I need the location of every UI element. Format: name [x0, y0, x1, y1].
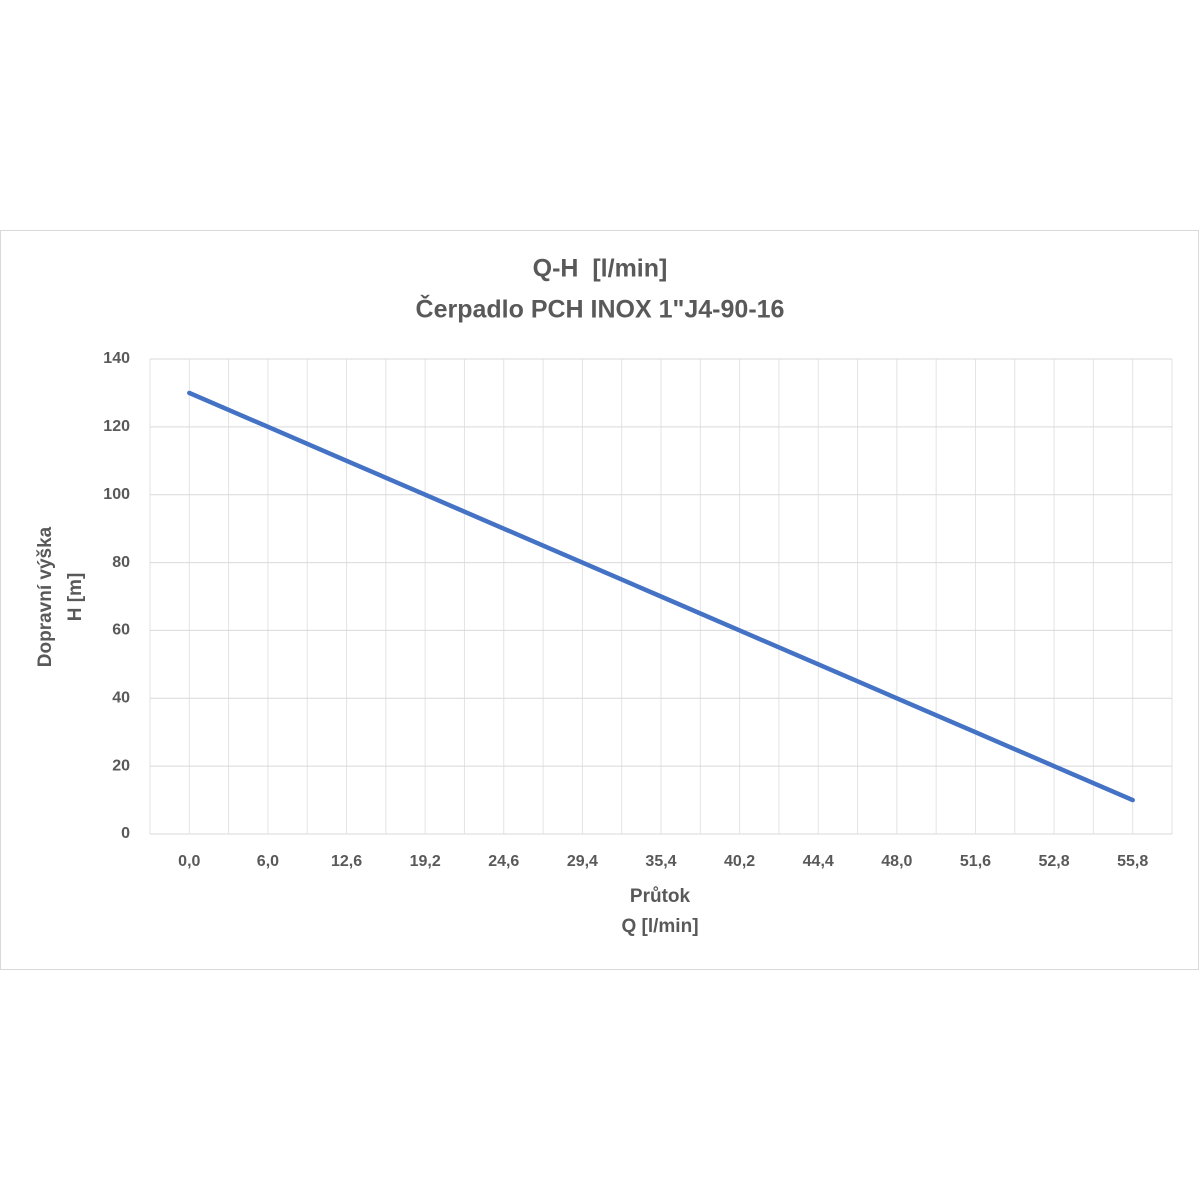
y-tick-label: 0 — [121, 825, 130, 842]
x-tick-label: 12,6 — [331, 853, 362, 870]
x-tick-label: 35,4 — [645, 853, 676, 870]
x-axis-title: Průtok — [630, 886, 691, 907]
y-axis-title-group: Dopravní výška H [m] — [35, 526, 86, 667]
y-tick-label: 140 — [103, 350, 130, 367]
y-tick-label: 80 — [112, 554, 130, 571]
x-tick-label: 29,4 — [567, 853, 598, 870]
x-tick-label: 40,2 — [724, 853, 755, 870]
x-tick-label: 24,6 — [488, 853, 519, 870]
x-tick-label: 51,6 — [960, 853, 991, 870]
x-tick-label: 48,0 — [881, 853, 912, 870]
x-tick-label: 55,8 — [1117, 853, 1148, 870]
chart-title: Q-H [l/min] — [533, 255, 668, 283]
x-tick-label: 44,4 — [803, 853, 834, 870]
y-tick-label: 100 — [103, 486, 130, 503]
x-tick-label: 19,2 — [410, 853, 441, 870]
chart-title: Čerpadlo PCH INOX 1"J4-90-16 — [416, 294, 785, 324]
y-axis-title: Dopravní výška — [35, 526, 56, 667]
y-tick-label: 60 — [112, 622, 130, 639]
y-tick-label: 20 — [112, 757, 130, 774]
y-axis-title: H [m] — [65, 573, 86, 622]
x-tick-label: 52,8 — [1039, 853, 1070, 870]
x-tick-label: 6,0 — [257, 853, 279, 870]
chart-frame — [0, 230, 1199, 970]
x-tick-label: 0,0 — [178, 853, 200, 870]
x-axis-title: Q [l/min] — [621, 916, 698, 937]
y-tick-label: 120 — [103, 418, 130, 435]
y-tick-label: 40 — [112, 690, 130, 707]
series-line — [187, 390, 1135, 803]
